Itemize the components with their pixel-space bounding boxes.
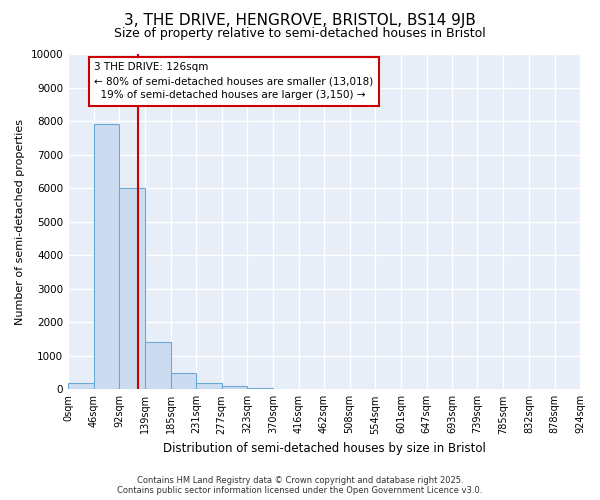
Text: Contains public sector information licensed under the Open Government Licence v3: Contains public sector information licen… — [118, 486, 482, 495]
Bar — [221, 386, 247, 390]
Bar — [119, 188, 145, 390]
Text: 3 THE DRIVE: 126sqm
← 80% of semi-detached houses are smaller (13,018)
  19% of : 3 THE DRIVE: 126sqm ← 80% of semi-detach… — [94, 62, 373, 100]
Bar — [145, 342, 170, 390]
Y-axis label: Number of semi-detached properties: Number of semi-detached properties — [15, 118, 25, 324]
Bar — [68, 382, 94, 390]
Text: 3, THE DRIVE, HENGROVE, BRISTOL, BS14 9JB: 3, THE DRIVE, HENGROVE, BRISTOL, BS14 9J… — [124, 12, 476, 28]
Bar — [94, 124, 119, 390]
Bar — [196, 382, 221, 390]
X-axis label: Distribution of semi-detached houses by size in Bristol: Distribution of semi-detached houses by … — [163, 442, 485, 455]
Text: Contains HM Land Registry data © Crown copyright and database right 2025.: Contains HM Land Registry data © Crown c… — [137, 476, 463, 485]
Bar — [170, 372, 196, 390]
Bar — [247, 388, 273, 390]
Text: Size of property relative to semi-detached houses in Bristol: Size of property relative to semi-detach… — [114, 28, 486, 40]
